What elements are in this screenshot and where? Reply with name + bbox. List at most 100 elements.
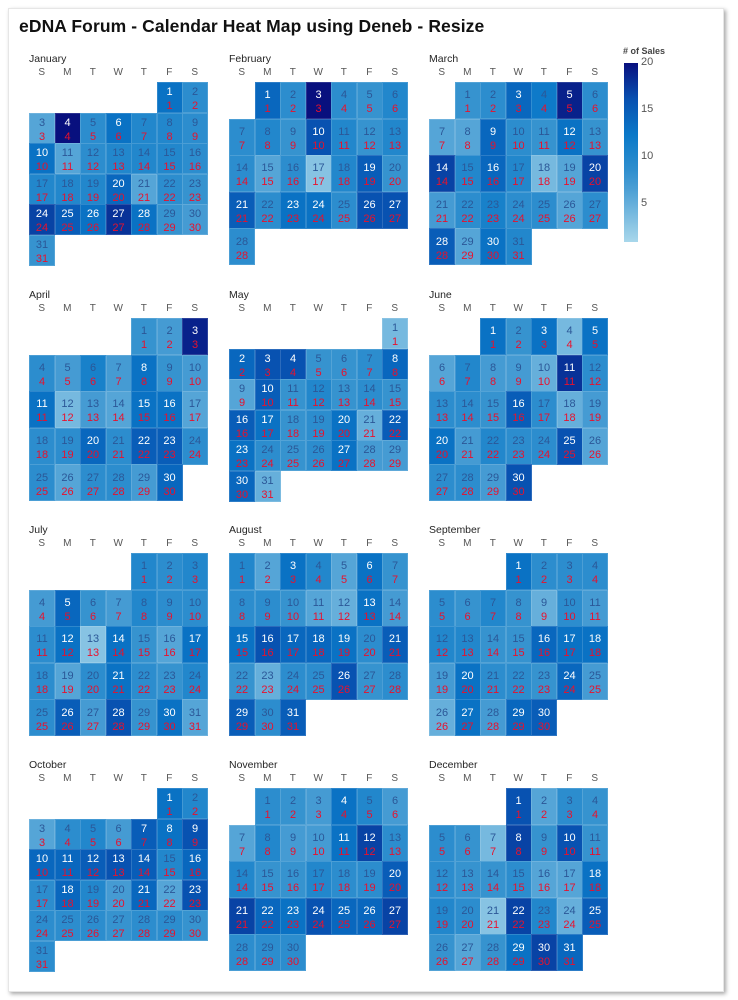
day-cell[interactable]: 23 23 — [280, 191, 306, 229]
day-cell[interactable]: 29 29 — [156, 910, 183, 941]
day-cell[interactable]: 27 27 — [105, 910, 132, 941]
day-cell[interactable]: 15 15 — [254, 155, 281, 193]
day-cell[interactable]: 11 11 — [29, 626, 55, 664]
day-cell[interactable]: 10 10 — [505, 118, 532, 156]
day-cell[interactable]: 20 20 — [331, 409, 357, 441]
day-cell[interactable]: 15 15 — [254, 861, 281, 899]
day-cell[interactable]: 19 19 — [54, 662, 81, 700]
day-cell[interactable]: 13 13 — [105, 849, 132, 880]
day-cell[interactable]: 19 19 — [331, 626, 357, 664]
day-cell[interactable]: 26 26 — [54, 464, 81, 502]
day-cell[interactable]: 29 29 — [505, 699, 532, 737]
day-cell[interactable]: 13 13 — [80, 626, 106, 664]
day-cell[interactable]: 31 31 — [29, 234, 55, 266]
day-cell[interactable]: 12 12 — [429, 861, 455, 899]
day-cell[interactable]: 24 24 — [505, 191, 532, 229]
day-cell[interactable]: 18 18 — [556, 391, 583, 429]
day-cell[interactable]: 11 11 — [331, 118, 357, 156]
day-cell[interactable]: 27 27 — [356, 662, 383, 700]
day-cell[interactable]: 23 23 — [229, 440, 255, 471]
day-cell[interactable]: 17 17 — [556, 861, 583, 899]
day-cell[interactable]: 31 31 — [29, 940, 55, 972]
day-cell[interactable]: 18 18 — [29, 662, 55, 700]
day-cell[interactable]: 23 23 — [480, 191, 506, 229]
day-cell[interactable]: 11 11 — [54, 143, 81, 174]
day-cell[interactable]: 26 26 — [556, 191, 583, 229]
day-cell[interactable]: 26 26 — [356, 897, 383, 935]
day-cell[interactable]: 10 10 — [29, 849, 55, 880]
day-cell[interactable]: 20 20 — [80, 427, 106, 465]
day-cell[interactable]: 19 19 — [305, 409, 332, 441]
day-cell[interactable]: 31 31 — [505, 228, 532, 266]
day-cell[interactable]: 16 16 — [280, 155, 306, 193]
day-cell[interactable]: 28 28 — [229, 228, 255, 266]
day-cell[interactable]: 28 28 — [131, 204, 157, 235]
day-cell[interactable]: 28 28 — [382, 662, 408, 700]
day-cell[interactable]: 14 14 — [454, 391, 481, 429]
day-cell[interactable]: 24 24 — [280, 662, 306, 700]
day-cell[interactable]: 18 18 — [54, 879, 81, 911]
day-cell[interactable]: 31 31 — [254, 470, 281, 502]
day-cell[interactable]: 24 24 — [305, 191, 332, 229]
day-cell[interactable]: 22 22 — [454, 191, 481, 229]
day-cell[interactable]: 17 17 — [305, 861, 332, 899]
day-cell[interactable]: 10 10 — [280, 589, 306, 627]
day-cell[interactable]: 13 13 — [382, 824, 408, 862]
day-cell[interactable]: 25 25 — [280, 440, 306, 471]
day-cell[interactable]: 15 15 — [156, 143, 183, 174]
day-cell[interactable]: 25 25 — [556, 427, 583, 465]
day-cell[interactable]: 22 22 — [254, 191, 281, 229]
day-cell[interactable]: 15 15 — [454, 155, 481, 193]
day-cell[interactable]: 25 25 — [305, 662, 332, 700]
day-cell[interactable]: 20 20 — [105, 173, 132, 205]
day-cell[interactable]: 21 21 — [356, 409, 383, 441]
day-cell[interactable]: 18 18 — [331, 861, 357, 899]
day-cell[interactable]: 24 24 — [29, 204, 55, 235]
day-cell[interactable]: 27 27 — [331, 440, 357, 471]
day-cell[interactable]: 23 23 — [182, 879, 208, 911]
day-cell[interactable]: 13 13 — [80, 391, 106, 429]
day-cell[interactable]: 14 14 — [229, 861, 255, 899]
day-cell[interactable]: 18 18 — [29, 427, 55, 465]
day-cell[interactable]: 28 28 — [229, 934, 255, 972]
day-cell[interactable]: 23 23 — [156, 427, 183, 465]
day-cell[interactable]: 13 13 — [382, 118, 408, 156]
day-cell[interactable]: 15 15 — [505, 626, 532, 664]
day-cell[interactable]: 15 15 — [131, 391, 157, 429]
day-cell[interactable]: 12 12 — [54, 391, 81, 429]
day-cell[interactable]: 13 13 — [429, 391, 455, 429]
day-cell[interactable]: 12 12 — [54, 626, 81, 664]
day-cell[interactable]: 21 21 — [229, 191, 255, 229]
